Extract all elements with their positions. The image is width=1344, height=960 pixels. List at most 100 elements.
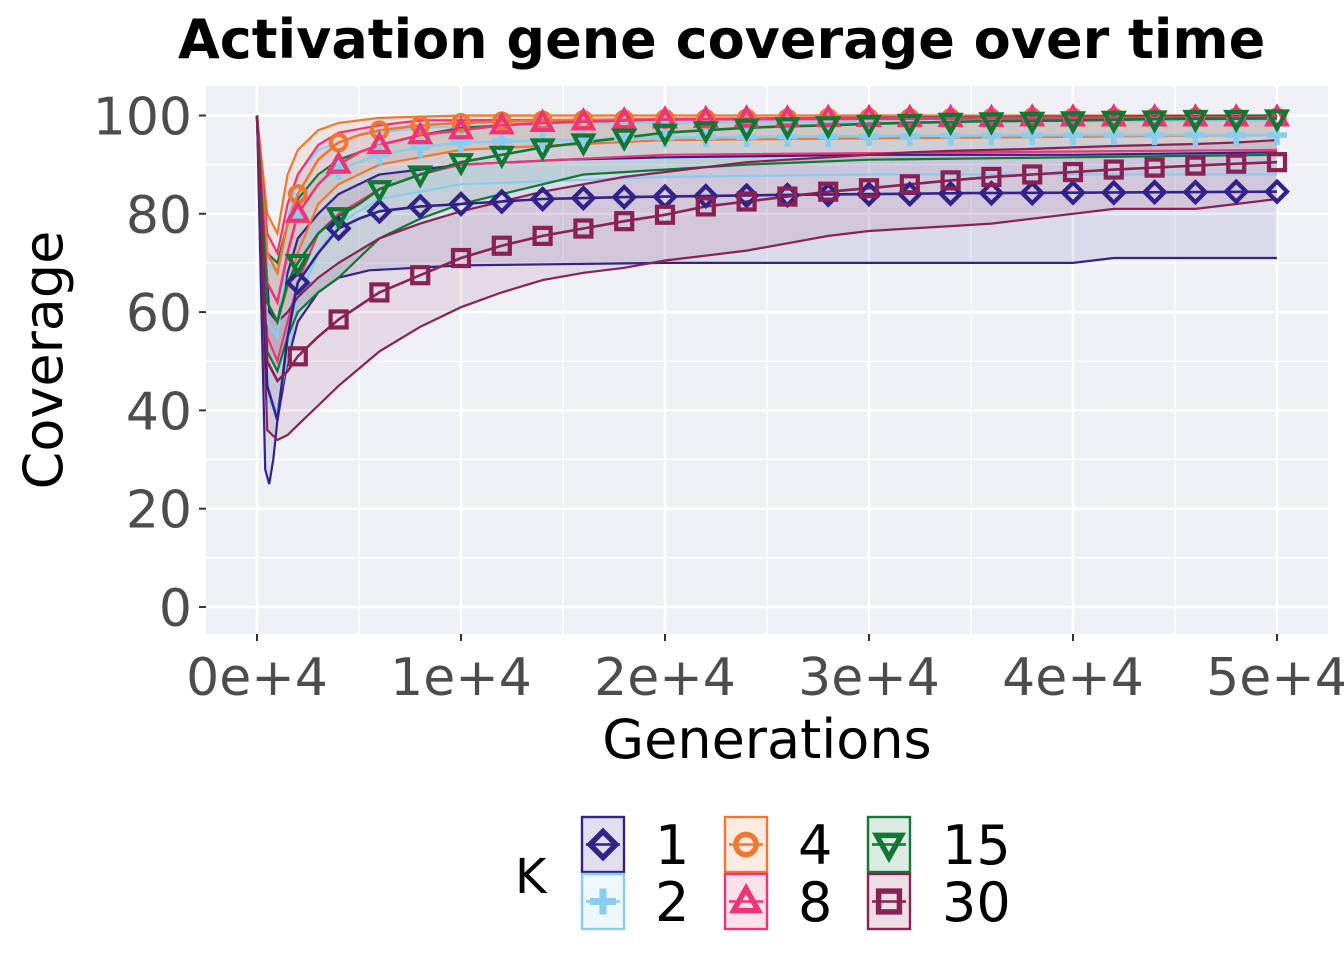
series-8-point <box>407 120 434 145</box>
series-30-point <box>777 186 798 207</box>
series-30-point <box>450 247 472 269</box>
series-15-point <box>407 165 434 189</box>
y-tick-label: 100 <box>93 87 192 147</box>
y-tick-label: 80 <box>126 186 192 246</box>
series-1-point <box>284 269 311 296</box>
series-8-point <box>774 104 801 128</box>
series-30-band <box>257 115 1277 440</box>
series-15-point <box>1141 110 1168 134</box>
series-8-point <box>1182 103 1209 127</box>
series-8-lower-line <box>255 115 1278 365</box>
legend-label: 30 <box>942 871 1011 934</box>
series-30-point <box>1062 161 1084 183</box>
series-15-point <box>1263 109 1291 133</box>
series-30-point <box>1185 155 1206 176</box>
series-30-point <box>818 181 839 202</box>
series-1-point <box>570 185 597 212</box>
series-30-upper-line <box>255 115 1278 324</box>
series-30-point <box>981 166 1002 188</box>
series-15-point <box>611 128 638 152</box>
series-30-point <box>614 211 635 232</box>
y-tick-label: 60 <box>126 284 192 344</box>
series-15-point <box>1019 111 1046 136</box>
series-15-point <box>488 145 515 170</box>
series-30-point <box>573 218 594 239</box>
y-axis-title: Coverage <box>12 231 75 490</box>
series-15-point <box>1059 111 1087 135</box>
series-30-point <box>369 282 390 303</box>
series-8-point <box>611 106 638 130</box>
legend-label: 8 <box>798 871 832 934</box>
legend-item-15: 15 <box>866 814 1011 877</box>
series-30-lower-line <box>255 115 1278 442</box>
series-8-point <box>570 107 597 131</box>
series-8-point <box>529 108 556 132</box>
series-8-point <box>366 130 393 155</box>
x-tick-label: 0e+4 <box>186 648 328 708</box>
series-8-point <box>1059 103 1087 127</box>
series-1-band <box>257 115 1277 485</box>
legend-item-2: 2 <box>580 871 689 934</box>
series-8-band <box>257 115 1277 362</box>
series-30-point <box>736 191 757 212</box>
series-30-point <box>287 346 308 367</box>
legend-label: 1 <box>655 814 689 877</box>
legend-item-8: 8 <box>723 871 832 934</box>
series-15-point <box>896 113 923 138</box>
series-15-point <box>733 118 760 143</box>
legend-key-marker <box>871 832 907 864</box>
series-4-point <box>328 132 349 153</box>
series-8-point <box>284 199 311 223</box>
series-1-point <box>1223 178 1250 205</box>
series-30-point <box>1103 159 1124 180</box>
series-8-upper-line <box>255 115 1278 257</box>
series-8-point <box>488 111 515 135</box>
series-15-band <box>257 115 1277 372</box>
legend-item-1: 1 <box>580 814 689 877</box>
series-8-point <box>692 104 719 129</box>
grid-lines <box>206 86 1328 634</box>
series-1-point <box>1141 179 1168 206</box>
series-1-point <box>1264 178 1290 205</box>
series-30-point <box>410 265 431 286</box>
x-tick-label: 1e+4 <box>390 648 532 708</box>
legend-key-marker <box>875 888 903 915</box>
series-15-point <box>1100 110 1127 135</box>
series-30-point <box>491 235 512 256</box>
series-15-point <box>366 180 393 204</box>
series-30-point <box>695 196 716 217</box>
series-15-point <box>937 112 964 137</box>
series-15-point <box>774 117 801 141</box>
legend-key-marker <box>590 888 616 915</box>
series-1-point <box>692 183 719 210</box>
legend-item-30: 30 <box>866 871 1011 934</box>
legend-label: 2 <box>655 871 689 934</box>
series-15-point <box>447 153 475 177</box>
series-15-point <box>1223 109 1250 134</box>
series-markers <box>284 103 1291 367</box>
series-15-point <box>529 138 556 162</box>
series-1-point <box>488 188 515 215</box>
series-15-point <box>651 123 679 147</box>
x-tick-label: 2e+4 <box>594 648 736 708</box>
series-4-point <box>451 112 471 133</box>
series-2-point <box>369 144 390 165</box>
series-8-point <box>1100 103 1127 127</box>
series-30-point <box>532 225 553 247</box>
series-30-point <box>1022 164 1043 185</box>
series-1-point <box>1182 179 1209 206</box>
series-8-point <box>733 104 760 128</box>
series-30-point <box>328 309 349 330</box>
legend-item-4: 4 <box>723 814 832 877</box>
series-15-point <box>325 207 352 231</box>
x-tick-label: 4e+4 <box>1002 648 1144 708</box>
series-1-point <box>978 180 1005 207</box>
y-tick-label: 0 <box>159 579 192 639</box>
y-tick-label: 20 <box>126 481 192 541</box>
legend-key-marker <box>733 831 759 858</box>
legend-label: 15 <box>942 814 1011 877</box>
series-30-point <box>654 204 676 225</box>
series-8-point <box>325 150 352 174</box>
